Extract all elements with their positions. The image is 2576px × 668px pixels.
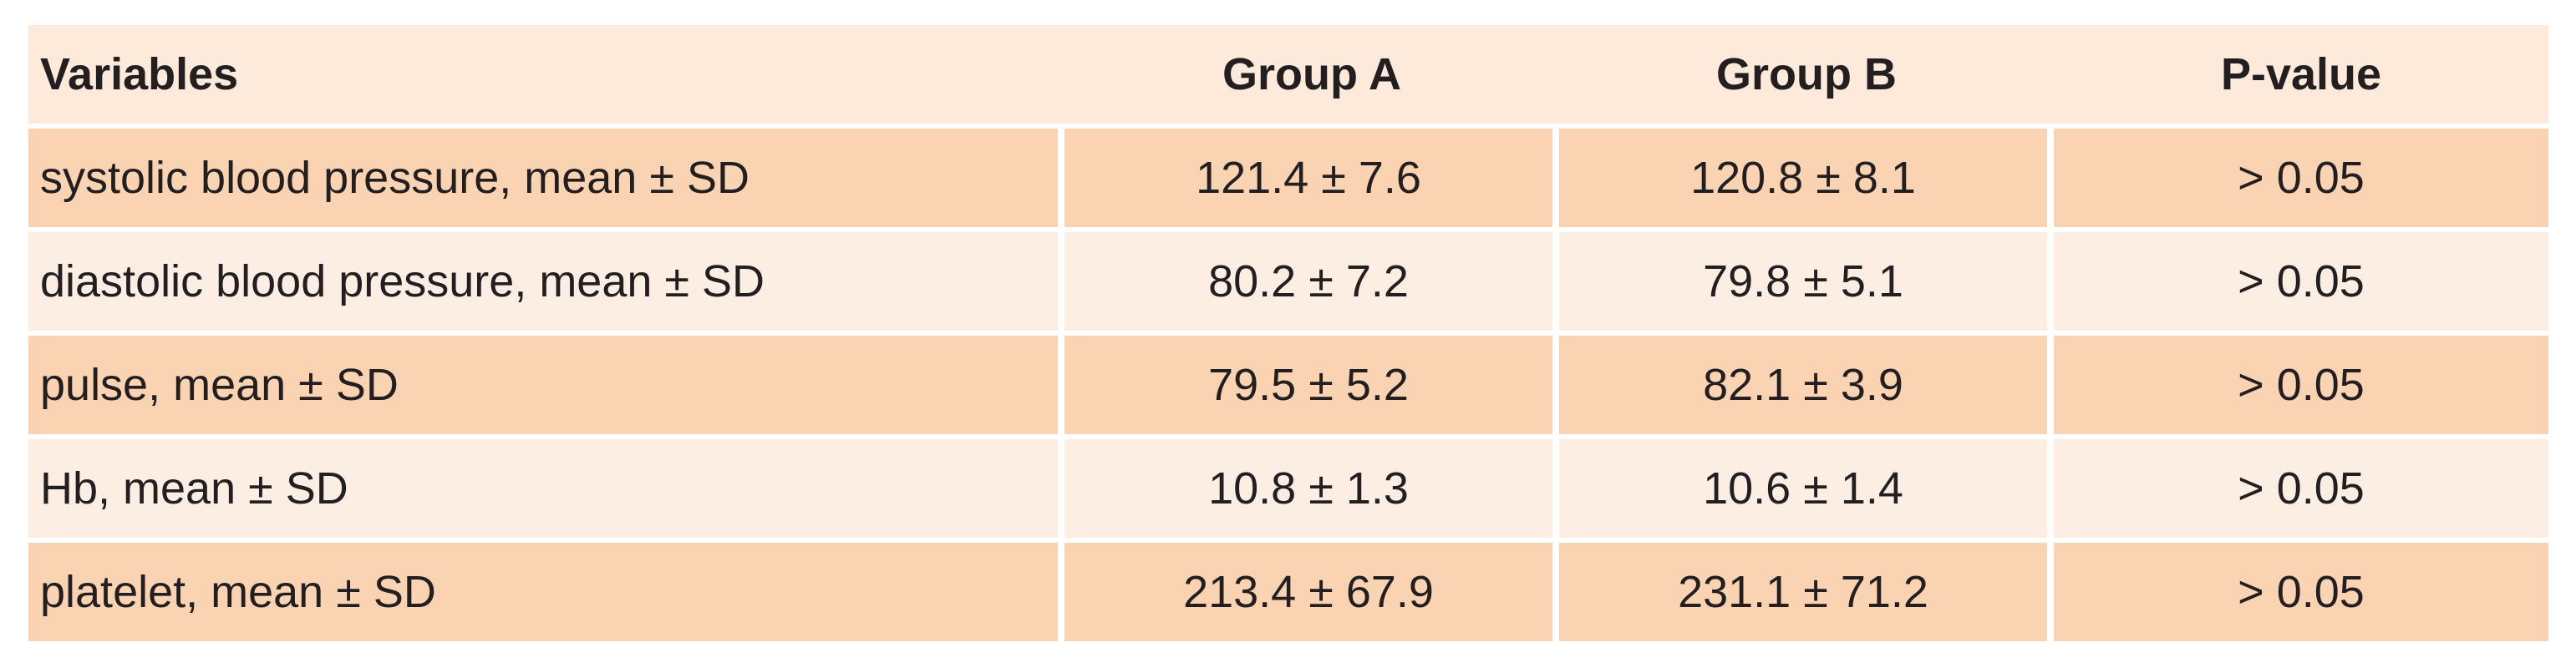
table-cell: 10.8 ± 1.3: [1064, 439, 1559, 543]
table-cell: diastolic blood pressure, mean ± SD: [28, 232, 1064, 336]
table-cell: pulse, mean ± SD: [28, 336, 1064, 439]
table-container: Variables Group A Group B P-value systolic …: [28, 25, 2548, 646]
table-cell: 121.4 ± 7.6: [1064, 129, 1559, 232]
table-body: systolic blood pressure, mean ± SD 121.4 …: [28, 129, 2548, 646]
data-table: Variables Group A Group B P-value systolic …: [28, 25, 2548, 646]
header-row: Variables Group A Group B P-value: [28, 25, 2548, 129]
table-row: systolic blood pressure, mean ± SD 121.4 …: [28, 129, 2548, 232]
table-cell: > 0.05: [2054, 336, 2548, 439]
table-cell: 80.2 ± 7.2: [1064, 232, 1559, 336]
table-row: Hb, mean ± SD 10.8 ± 1.3 10.6 ± 1.4 > 0.05: [28, 439, 2548, 543]
table-cell: 79.8 ± 5.1: [1559, 232, 2054, 336]
table-cell: > 0.05: [2054, 543, 2548, 646]
table-cell: 79.5 ± 5.2: [1064, 336, 1559, 439]
table-cell: > 0.05: [2054, 439, 2548, 543]
table-row: pulse, mean ± SD 79.5 ± 5.2 82.1 ± 3.9 > 0.…: [28, 336, 2548, 439]
header-cell: Group A: [1064, 25, 1559, 129]
table-cell: 10.6 ± 1.4: [1559, 439, 2054, 543]
table-cell: > 0.05: [2054, 129, 2548, 232]
table-cell: platelet, mean ± SD: [28, 543, 1064, 646]
table-cell: 82.1 ± 3.9: [1559, 336, 2054, 439]
header-cell: Variables: [28, 25, 1064, 129]
table-cell: 231.1 ± 71.2: [1559, 543, 2054, 646]
table-cell: 120.8 ± 8.1: [1559, 129, 2054, 232]
header-cell: Group B: [1559, 25, 2054, 129]
table-cell: > 0.05: [2054, 232, 2548, 336]
header-cell: P-value: [2054, 25, 2548, 129]
table-row: platelet, mean ± SD 213.4 ± 67.9 231.1 ± 7…: [28, 543, 2548, 646]
table-cell: Hb, mean ± SD: [28, 439, 1064, 543]
table-cell: 213.4 ± 67.9: [1064, 543, 1559, 646]
table-cell: systolic blood pressure, mean ± SD: [28, 129, 1064, 232]
table-row: diastolic blood pressure, mean ± SD 80.2 …: [28, 232, 2548, 336]
